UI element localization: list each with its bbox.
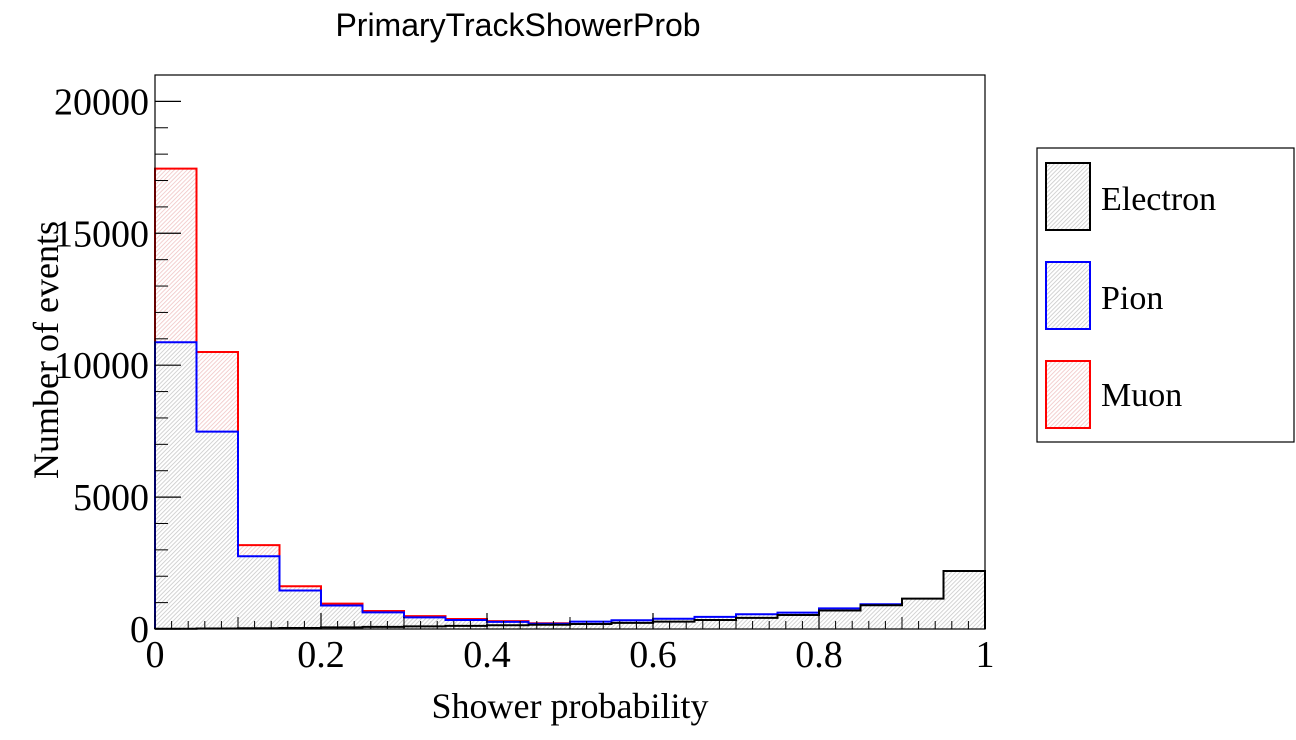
- bin-pion: [279, 590, 321, 629]
- bin-electron: [694, 620, 736, 629]
- bin-pion: [155, 342, 197, 629]
- legend-label-electron: Electron: [1101, 181, 1216, 218]
- plot-area: 0 0.2 0.4 0.6 0.8 1 0 5000 10000 15000 20000: [54, 74, 995, 676]
- bin-electron: [445, 625, 487, 629]
- bin-pion: [445, 620, 487, 629]
- ticks-layer: 0 0.2 0.4 0.6 0.8 1 0 5000 10000 15000 20000: [54, 74, 995, 676]
- bin-electron: [487, 625, 529, 629]
- bin-pion: [321, 605, 363, 629]
- bin-electron: [819, 610, 861, 629]
- bin-electron: [860, 605, 902, 629]
- y-tick-label: 5000: [73, 477, 149, 519]
- bin-electron: [736, 617, 778, 629]
- series-line-pion: [154, 341, 986, 629]
- bin-electron: [611, 622, 653, 629]
- bin-pion: [362, 612, 404, 629]
- series-pion: [154, 341, 986, 629]
- x-tick-label: 0.4: [463, 634, 511, 676]
- x-axis-title: Shower probability: [432, 686, 709, 726]
- legend-item-electron: Electron: [1045, 162, 1216, 231]
- legend-item-pion: Pion: [1045, 261, 1163, 330]
- legend: Electron Pion Muon: [1036, 147, 1295, 443]
- bin-electron: [943, 570, 985, 629]
- bin-electron: [902, 598, 944, 629]
- legend-swatch-electron: [1045, 162, 1091, 231]
- x-tick-label: 1: [976, 634, 995, 676]
- bin-electron: [404, 626, 446, 629]
- bin-electron: [570, 623, 612, 629]
- bin-electron: [653, 621, 695, 629]
- legend-swatch-muon: [1045, 360, 1091, 429]
- series-layer: [154, 167, 986, 630]
- y-tick-label: 15000: [54, 213, 149, 255]
- bin-pion: [196, 431, 238, 629]
- y-tick-label: 20000: [54, 81, 149, 123]
- x-tick-label: 0: [146, 634, 165, 676]
- y-tick-label: 0: [130, 609, 149, 651]
- bin-pion: [404, 617, 446, 629]
- x-tick-label: 0.8: [795, 634, 843, 676]
- chart-title: PrimaryTrackShowerProb: [335, 7, 700, 43]
- bin-pion: [238, 556, 280, 629]
- y-tick-label: 10000: [54, 345, 149, 387]
- bin-electron: [777, 615, 819, 629]
- y-axis-title: Number of events: [26, 221, 66, 479]
- legend-label-pion: Pion: [1101, 280, 1163, 317]
- bin-electron: [362, 626, 404, 629]
- legend-swatch-pion: [1045, 261, 1091, 330]
- legend-label-muon: Muon: [1101, 377, 1182, 414]
- bin-electron: [528, 624, 570, 629]
- legend-item-muon: Muon: [1045, 360, 1182, 429]
- x-tick-label: 0.2: [297, 634, 345, 676]
- x-tick-label: 0.6: [629, 634, 677, 676]
